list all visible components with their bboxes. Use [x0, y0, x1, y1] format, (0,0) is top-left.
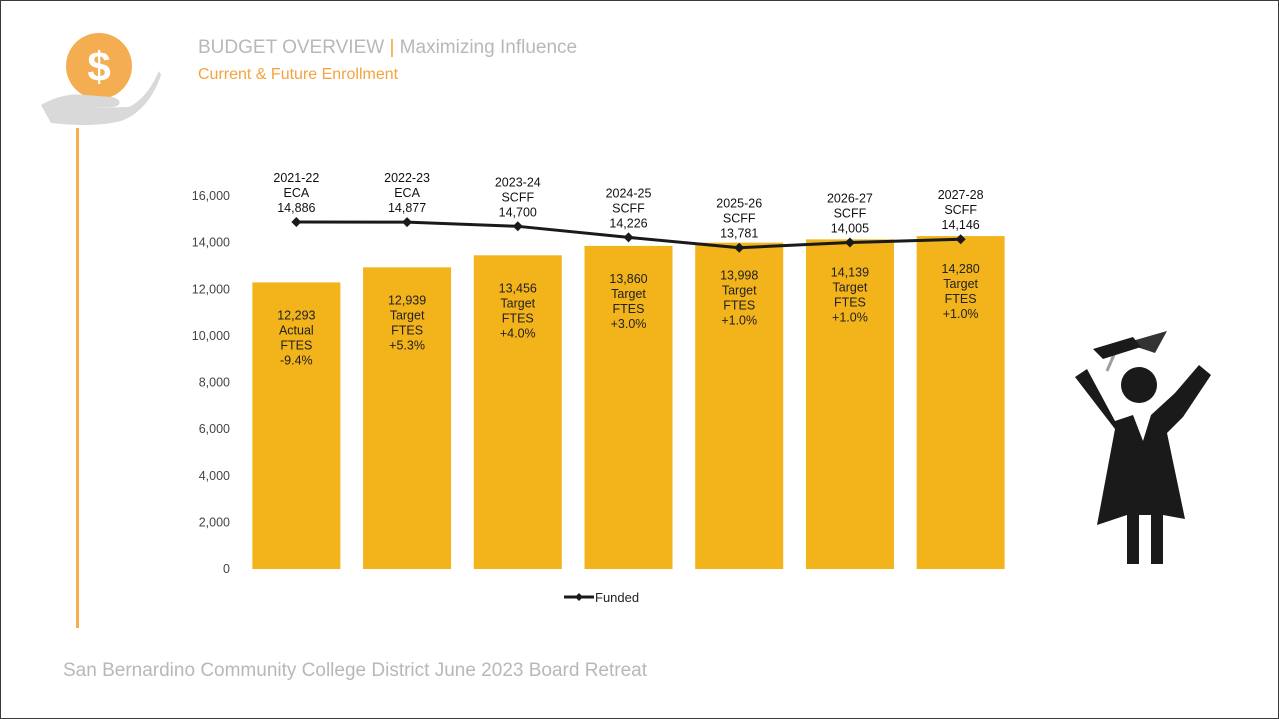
y-tick-label: 14,000	[192, 236, 230, 250]
bar-data-label: FTES	[834, 295, 866, 309]
bar-data-label: +1.0%	[721, 314, 757, 328]
svg-text:$: $	[87, 43, 110, 90]
funded-data-label: SCFF	[834, 207, 867, 221]
bar-data-label: -9.4%	[280, 353, 313, 367]
bar-data-label: Target	[943, 277, 978, 291]
bar-data-label: 14,280	[942, 262, 980, 276]
bar-data-label: Actual	[279, 323, 314, 337]
bar-data-label: Target	[390, 308, 425, 322]
bar-data-label: FTES	[945, 292, 977, 306]
funded-point	[734, 242, 745, 253]
bar-data-label: 12,939	[388, 293, 426, 307]
funded-data-label: 13,781	[720, 227, 758, 241]
funded-data-label: 2027-28	[938, 188, 984, 202]
bar-data-label: 12,293	[277, 308, 315, 322]
funded-data-label: 14,005	[831, 222, 869, 236]
funded-data-label: SCFF	[501, 190, 534, 204]
bar-data-label: FTES	[723, 299, 755, 313]
bar-data-label: 14,139	[831, 265, 869, 279]
y-tick-label: 4,000	[199, 469, 230, 483]
dollar-hand-icon: $	[41, 33, 161, 125]
bar-data-label: 13,860	[609, 272, 647, 286]
bar-data-label: Target	[500, 296, 535, 310]
y-tick-label: 6,000	[199, 422, 230, 436]
funded-data-label: ECA	[284, 186, 310, 200]
y-tick-label: 0	[223, 562, 230, 576]
funded-data-label: 14,877	[388, 201, 426, 215]
bar	[363, 267, 452, 569]
bar-data-label: FTES	[613, 302, 645, 316]
page-subtitle: Current & Future Enrollment	[198, 66, 399, 83]
bar-data-label: Target	[722, 284, 757, 298]
bar	[584, 245, 673, 570]
bar	[916, 236, 1005, 569]
funded-data-label: 14,226	[609, 216, 647, 230]
title-main: BUDGET OVERVIEW	[198, 37, 385, 58]
funded-data-label: 2024-25	[606, 186, 652, 200]
funded-point	[512, 221, 523, 232]
funded-data-label: 2026-27	[827, 192, 873, 206]
bar-data-label: +1.0%	[832, 310, 868, 324]
funded-data-label: 2023-24	[495, 175, 541, 189]
bar-data-label: FTES	[280, 338, 312, 352]
bar-data-label: +5.3%	[389, 338, 425, 352]
funded-point	[623, 232, 634, 243]
legend-label: Funded	[595, 590, 639, 605]
funded-data-label: 2021-22	[273, 171, 319, 185]
bar-data-label: +3.0%	[611, 317, 647, 331]
funded-point	[955, 234, 966, 245]
legend-point-marker	[575, 593, 583, 601]
funded-data-label: 14,886	[277, 201, 315, 215]
funded-data-label: SCFF	[612, 201, 645, 215]
bar	[805, 239, 894, 569]
y-tick-label: 2,000	[199, 515, 230, 529]
y-tick-label: 16,000	[192, 189, 230, 203]
funded-data-label: 14,700	[499, 205, 537, 219]
funded-point	[844, 237, 855, 248]
bar-data-label: FTES	[391, 323, 423, 337]
bar-data-label: 13,456	[499, 281, 537, 295]
bar-data-label: FTES	[502, 311, 534, 325]
y-tick-label: 10,000	[192, 329, 230, 343]
funded-data-label: 14,146	[942, 218, 980, 232]
funded-data-label: 2025-26	[716, 197, 762, 211]
bar-data-label: +4.0%	[500, 326, 536, 340]
page-title: BUDGET OVERVIEW | Maximizing Influence	[198, 37, 577, 59]
accent-vertical-line	[76, 128, 79, 628]
funded-data-label: SCFF	[723, 212, 756, 226]
bar-data-label: 13,998	[720, 269, 758, 283]
y-tick-label: 12,000	[192, 282, 230, 296]
bar	[695, 242, 784, 569]
funded-data-label: SCFF	[944, 203, 977, 217]
y-tick-label: 8,000	[199, 376, 230, 390]
bar-data-label: +1.0%	[943, 307, 979, 321]
bar-data-label: Target	[833, 280, 868, 294]
title-separator: |	[389, 37, 395, 58]
funded-data-label: ECA	[394, 186, 420, 200]
graduate-icon	[1075, 331, 1211, 564]
bar	[473, 255, 562, 569]
bar	[252, 282, 341, 569]
funded-point	[402, 217, 413, 228]
title-rest: Maximizing Influence	[399, 37, 578, 58]
funded-point	[291, 216, 302, 227]
bar-data-label: Target	[611, 287, 646, 301]
footer-text: San Bernardino Community College Distric…	[63, 660, 648, 681]
funded-data-label: 2022-23	[384, 171, 430, 185]
